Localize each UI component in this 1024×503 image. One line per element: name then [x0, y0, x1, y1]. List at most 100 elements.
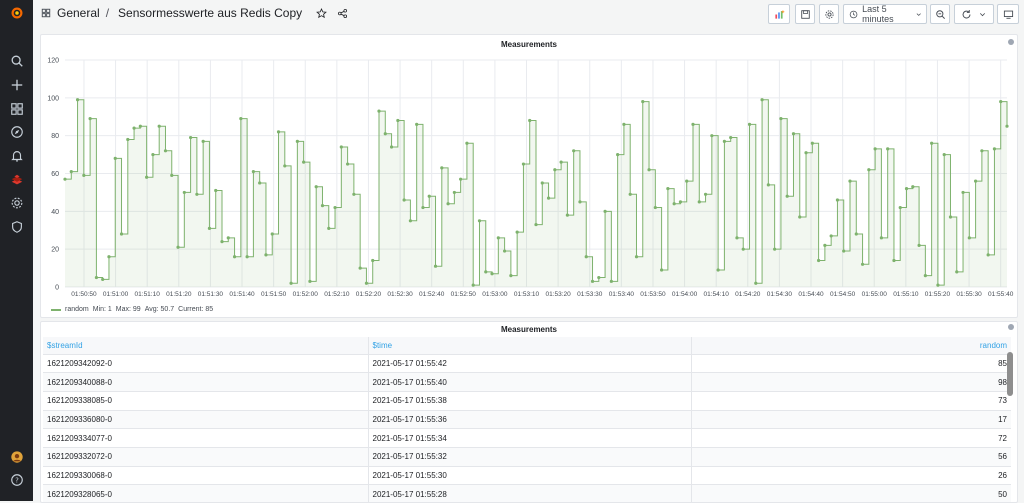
x-tick-label: 01:55:20	[925, 291, 951, 298]
table-panel-info-icon[interactable]	[1008, 324, 1014, 330]
data-point	[471, 283, 475, 287]
cell-time: 2021-05-17 01:55:34	[367, 428, 691, 448]
data-point	[747, 122, 752, 126]
data-point	[245, 255, 249, 259]
data-point	[477, 219, 482, 223]
data-point	[791, 132, 796, 136]
cell-random: 50	[690, 484, 1011, 502]
y-tick-label: 120	[47, 58, 59, 65]
graph-panel-title[interactable]: Measurements	[500, 40, 558, 49]
user-avatar-icon[interactable]	[0, 446, 33, 468]
x-tick-label: 01:53:30	[577, 291, 603, 298]
dashboard-navbar: General / Sensormesswerte aus Redis Copy…	[33, 0, 1024, 28]
data-point	[82, 173, 86, 177]
data-point	[546, 196, 551, 200]
data-point	[320, 204, 325, 208]
table-row[interactable]: 1621209328065-0 2021-05-17 01:55:28 50	[43, 484, 1011, 502]
table-row[interactable]: 1621209340088-0 2021-05-17 01:55:40 98	[43, 372, 1011, 392]
time-range-picker[interactable]: Last 5 minutes	[843, 4, 927, 24]
cell-streamid: 1621209338085-0	[43, 391, 368, 411]
share-icon[interactable]	[337, 8, 348, 19]
data-point	[641, 100, 645, 104]
data-point	[302, 160, 306, 164]
cell-random: 85	[690, 354, 1011, 374]
monitor-icon	[1003, 10, 1013, 19]
data-point	[421, 205, 425, 210]
redis-app-icon[interactable]	[0, 169, 33, 191]
data-point	[459, 177, 463, 181]
settings-gear-icon[interactable]	[0, 192, 33, 214]
star-icon[interactable]	[316, 7, 328, 19]
panel-info-icon[interactable]	[1008, 39, 1014, 45]
data-point	[214, 188, 218, 193]
data-point	[967, 236, 971, 240]
legend-series-name[interactable]: random	[65, 306, 89, 313]
data-point	[754, 281, 758, 285]
data-point	[69, 170, 73, 174]
dashboard-title[interactable]: Sensormesswerte aus Redis Copy	[118, 6, 303, 20]
data-point	[371, 258, 375, 263]
table-row[interactable]: 1621209330068-0 2021-05-17 01:55:30 26	[43, 466, 1011, 486]
cell-time: 2021-05-17 01:55:42	[367, 354, 691, 374]
svg-text:?: ?	[15, 477, 19, 485]
data-point	[804, 151, 808, 155]
data-point	[352, 192, 356, 196]
add-panel-button[interactable]	[768, 4, 790, 24]
data-point	[295, 139, 299, 143]
plus-icon[interactable]	[0, 74, 33, 96]
measurements-chart[interactable]: 0 20 40 60 80 100 120 01:50:50 01:51:00 01:51:10 0…	[41, 35, 1017, 300]
data-point	[276, 130, 281, 134]
table-row[interactable]: 1621209334077-0 2021-05-17 01:55:34 72	[43, 428, 1011, 448]
x-tick-label: 01:55:30	[956, 291, 982, 298]
data-point	[503, 249, 507, 253]
data-point	[578, 200, 582, 204]
help-icon[interactable]: ?	[0, 469, 33, 491]
data-point	[710, 134, 714, 138]
table-row[interactable]: 1621209336080-0 2021-05-17 01:55:36 17	[43, 410, 1011, 430]
data-point	[697, 200, 701, 204]
column-header-random[interactable]: random	[690, 337, 1011, 355]
shield-icon[interactable]	[0, 216, 33, 238]
data-point	[327, 226, 331, 230]
explore-compass-icon[interactable]	[0, 121, 33, 143]
grafana-logo-icon[interactable]	[0, 2, 33, 24]
column-header-streamid[interactable]: $streamId	[43, 337, 368, 355]
refresh-interval-chevron-icon[interactable]	[978, 10, 987, 19]
add-panel-icon	[774, 9, 784, 19]
sidebar: ?	[0, 0, 33, 501]
cell-streamid: 1621209336080-0	[43, 410, 368, 430]
data-point	[94, 275, 98, 280]
data-point	[490, 272, 494, 276]
table-row[interactable]: 1621209338085-0 2021-05-17 01:55:38 73	[43, 391, 1011, 411]
data-point	[88, 117, 92, 121]
dashboards-icon[interactable]	[0, 98, 33, 120]
dashboard-settings-button[interactable]	[819, 4, 839, 24]
cell-random: 56	[690, 447, 1011, 467]
data-point	[854, 232, 858, 236]
save-icon	[800, 9, 810, 19]
data-point	[333, 205, 337, 210]
zoom-out-button[interactable]	[930, 4, 950, 24]
table-panel-title[interactable]: Measurements	[500, 325, 558, 334]
column-header-time[interactable]: $time	[367, 337, 691, 355]
data-point	[685, 179, 689, 183]
data-point	[766, 183, 770, 187]
data-point	[873, 147, 877, 151]
data-point	[383, 132, 387, 136]
alerting-bell-icon[interactable]	[0, 145, 33, 167]
data-point	[660, 268, 664, 272]
data-point	[119, 232, 124, 236]
table-scrollbar[interactable]	[1007, 352, 1013, 396]
x-tick-label: 01:51:10	[135, 291, 161, 298]
data-point	[509, 274, 513, 278]
data-point	[402, 198, 406, 202]
breadcrumb-folder[interactable]: General	[57, 6, 100, 20]
table-row[interactable]: 1621209332072-0 2021-05-17 01:55:32 56	[43, 447, 1011, 467]
cell-streamid: 1621209340088-0	[43, 372, 368, 392]
tv-mode-button[interactable]	[997, 4, 1019, 24]
table-row[interactable]: 1621209342092-0 2021-05-17 01:55:42 85	[43, 354, 1011, 374]
refresh-button[interactable]	[954, 4, 994, 24]
data-point	[999, 100, 1003, 104]
save-dashboard-button[interactable]	[795, 4, 815, 24]
search-icon[interactable]	[0, 50, 33, 72]
